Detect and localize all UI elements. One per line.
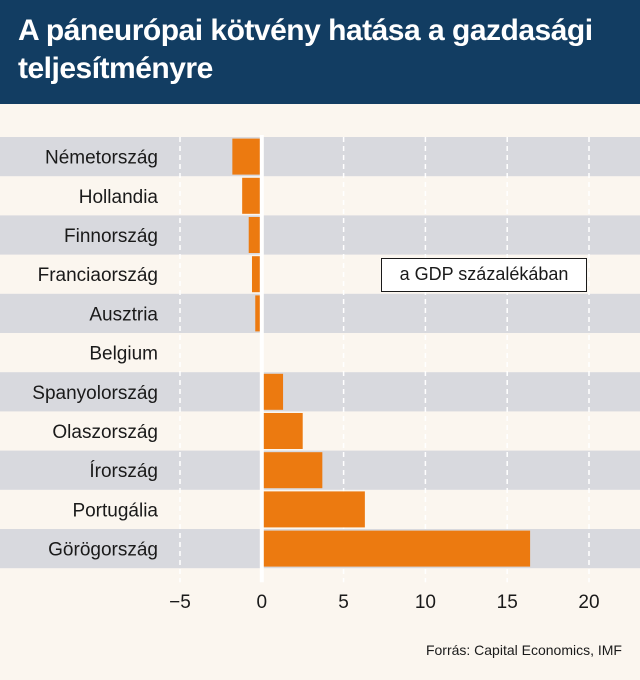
- category-label: Németország: [45, 148, 158, 169]
- row-stripe: [0, 372, 640, 412]
- bar: [261, 413, 303, 449]
- source-note: Forrás: Capital Economics, IMF: [425, 642, 622, 658]
- category-label: Ausztria: [89, 304, 158, 325]
- category-label: Finnország: [64, 226, 158, 247]
- chart-title-line-1: A páneurópai kötvény hatása a gazdasági: [18, 14, 593, 47]
- x-tick-label: −5: [169, 592, 191, 613]
- unit-label: a GDP százalékában: [381, 258, 587, 292]
- x-tick-label: 15: [497, 592, 518, 613]
- chart-title-line-2: teljesítményre: [18, 52, 213, 85]
- x-tick-label: 5: [338, 592, 349, 613]
- bar-chart: Németország Hollandia Finnország Franciaors…: [0, 135, 640, 613]
- bar: [248, 217, 262, 253]
- x-tick-label: 10: [415, 592, 436, 613]
- row-stripe: [0, 137, 640, 177]
- bar: [261, 452, 323, 489]
- bar: [242, 177, 262, 214]
- category-label: Olaszország: [52, 422, 158, 443]
- category-label: Portugália: [72, 500, 158, 521]
- category-label: Írország: [89, 461, 158, 482]
- row-stripe: [0, 215, 640, 255]
- bar: [232, 138, 262, 175]
- category-label: Belgium: [89, 344, 158, 365]
- bar: [261, 373, 284, 410]
- x-tick-label: 20: [578, 592, 599, 613]
- bar: [251, 256, 262, 293]
- x-tick-label: 0: [257, 592, 268, 613]
- category-label: Spanyolország: [32, 383, 158, 404]
- chart-header: A páneurópai kötvény hatása a gazdasági …: [0, 0, 640, 104]
- bar: [255, 295, 262, 332]
- row-stripe: [0, 293, 640, 333]
- category-label: Hollandia: [79, 187, 159, 208]
- bar: [261, 530, 531, 567]
- category-label: Görögország: [48, 540, 158, 561]
- category-label: Franciaország: [38, 265, 158, 286]
- bar: [261, 491, 365, 528]
